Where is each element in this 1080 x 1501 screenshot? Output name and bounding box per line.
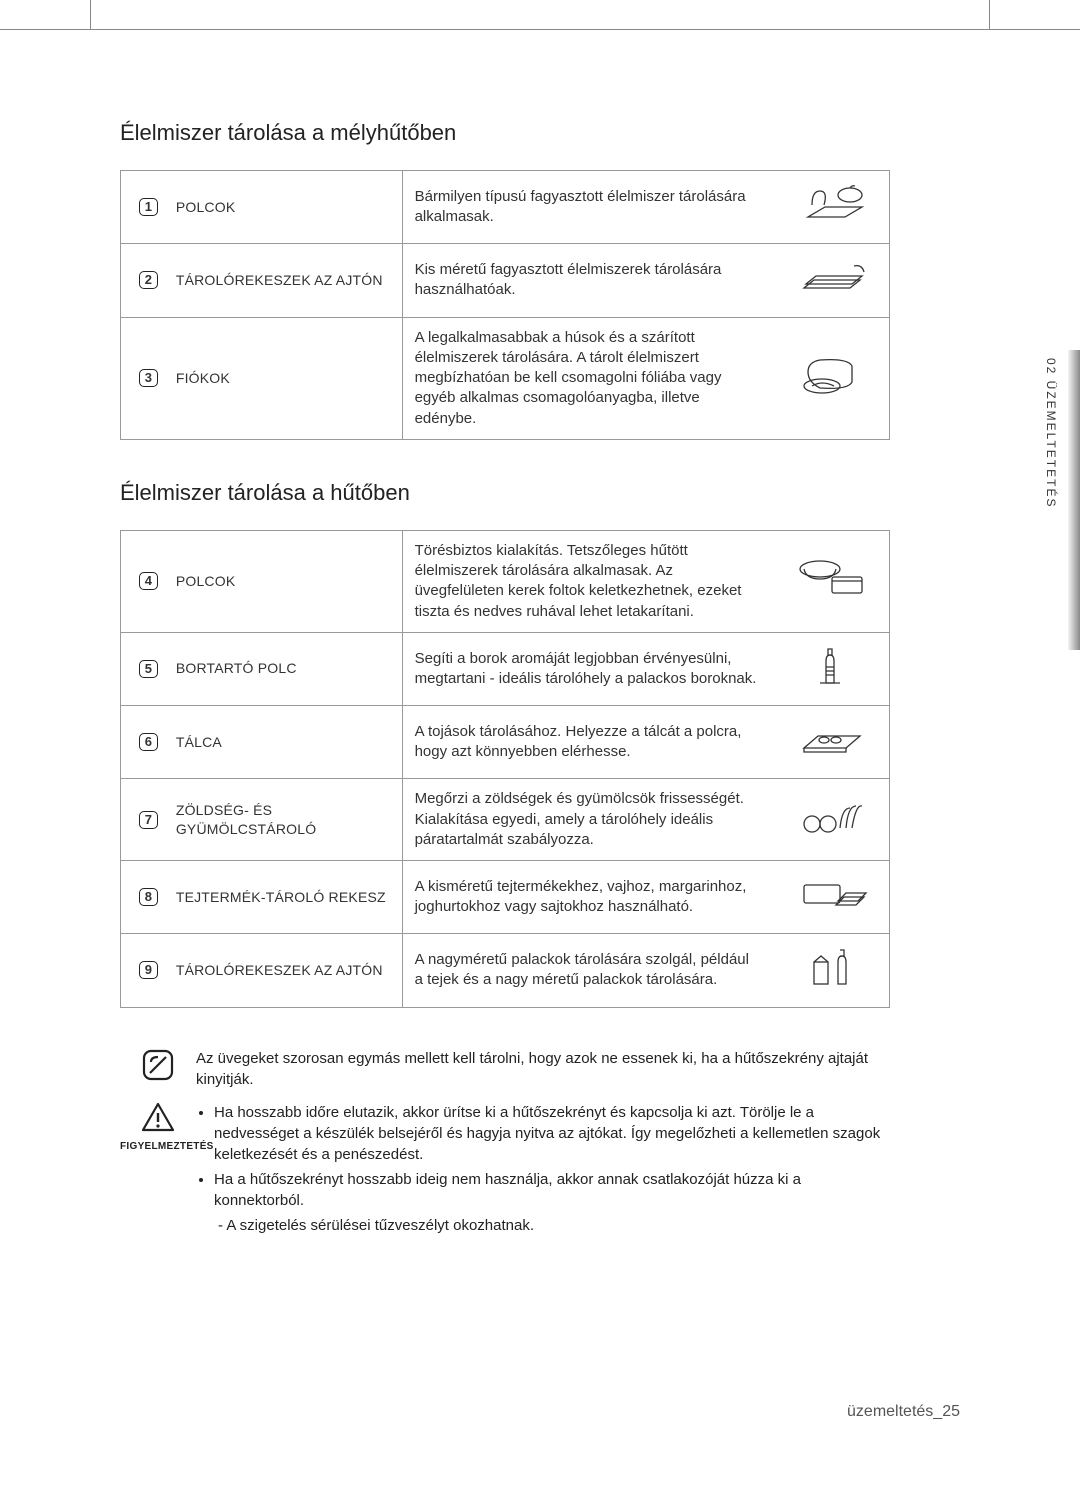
table-row: 1POLCOKBármilyen típusú fagyasztott élel…: [121, 171, 890, 244]
row-illustration: [770, 632, 889, 705]
row-label: POLCOK: [164, 171, 402, 244]
row-label: FIÓKOK: [164, 317, 402, 439]
row-number: 3: [121, 317, 164, 439]
row-description: A kisméretű tejtermékekhez, vajhoz, marg…: [402, 861, 770, 934]
table-row: 8TEJTERMÉK-TÁROLÓ REKESZA kisméretű tejt…: [121, 861, 890, 934]
row-number: 2: [121, 244, 164, 317]
row-label: TÁROLÓREKESZEK AZ AJTÓN: [164, 934, 402, 1007]
row-number: 4: [121, 530, 164, 632]
section2-title: Élelmiszer tárolása a hűtőben: [120, 480, 890, 506]
row-label: ZÖLDSÉG- ÉS GYÜMÖLCSTÁROLÓ: [164, 779, 402, 861]
table-row: 5BORTARTÓ POLCSegíti a borok aromáját le…: [121, 632, 890, 705]
row-description: Segíti a borok aromáját legjobban érvény…: [402, 632, 770, 705]
note-text: Az üvegeket szorosan egymás mellett kell…: [196, 1048, 890, 1090]
table-row: 7ZÖLDSÉG- ÉS GYÜMÖLCSTÁROLÓMegőrzi a zöl…: [121, 779, 890, 861]
note-icon: [141, 1048, 175, 1082]
warning-icon: [141, 1102, 175, 1132]
row-illustration: [770, 244, 889, 317]
warning-subnote: - A szigetelés sérülései tűzveszélyt oko…: [196, 1215, 890, 1236]
row-number: 5: [121, 632, 164, 705]
row-number: 9: [121, 934, 164, 1007]
warning-bullet: Ha a hűtőszekrényt hosszabb ideig nem ha…: [214, 1169, 890, 1211]
row-label: TEJTERMÉK-TÁROLÓ REKESZ: [164, 861, 402, 934]
table-row: 4POLCOKTörésbiztos kialakítás. Tetszőleg…: [121, 530, 890, 632]
warning-bullet: Ha hosszabb időre elutazik, akkor ürítse…: [214, 1102, 890, 1165]
row-description: Kis méretű fagyasztott élelmiszerek táro…: [402, 244, 770, 317]
row-number: 8: [121, 861, 164, 934]
row-description: A nagyméretű palackok tárolására szolgál…: [402, 934, 770, 1007]
row-number: 1: [121, 171, 164, 244]
row-label: POLCOK: [164, 530, 402, 632]
row-illustration: [770, 171, 889, 244]
row-number: 6: [121, 706, 164, 779]
table-row: 6TÁLCAA tojások tárolásához. Helyezze a …: [121, 706, 890, 779]
warning-row: FIGYELMEZTETÉS Ha hosszabb időre elutazi…: [120, 1102, 890, 1236]
page-footer: üzemeltetés_25: [847, 1403, 960, 1421]
row-label: BORTARTÓ POLC: [164, 632, 402, 705]
row-illustration: [770, 706, 889, 779]
row-illustration: [770, 934, 889, 1007]
row-illustration: [770, 861, 889, 934]
side-tab-label: 02 ÜZEMELTETETÉS: [1044, 358, 1058, 508]
row-label: TÁLCA: [164, 706, 402, 779]
row-illustration: [770, 530, 889, 632]
row-description: Bármilyen típusú fagyasztott élelmiszer …: [402, 171, 770, 244]
table-row: 9TÁROLÓREKESZEK AZ AJTÓNA nagyméretű pal…: [121, 934, 890, 1007]
section1-title: Élelmiszer tárolása a mélyhűtőben: [120, 120, 890, 146]
row-description: Megőrzi a zöldségek és gyümölcsök frisse…: [402, 779, 770, 861]
note-row: Az üvegeket szorosan egymás mellett kell…: [120, 1048, 890, 1090]
row-description: A legalkalmasabbak a húsok és a szárítot…: [402, 317, 770, 439]
warning-caption: FIGYELMEZTETÉS: [120, 1140, 196, 1154]
warning-list: Ha hosszabb időre elutazik, akkor ürítse…: [196, 1102, 890, 1211]
table-row: 2TÁROLÓREKESZEK AZ AJTÓNKis méretű fagya…: [121, 244, 890, 317]
crop-marks: [0, 0, 1080, 30]
row-label: TÁROLÓREKESZEK AZ AJTÓN: [164, 244, 402, 317]
row-number: 7: [121, 779, 164, 861]
row-illustration: [770, 779, 889, 861]
row-illustration: [770, 317, 889, 439]
fridge-table: 4POLCOKTörésbiztos kialakítás. Tetszőleg…: [120, 530, 890, 1008]
table-row: 3FIÓKOKA legalkalmasabbak a húsok és a s…: [121, 317, 890, 439]
freezer-table: 1POLCOKBármilyen típusú fagyasztott élel…: [120, 170, 890, 440]
row-description: A tojások tárolásához. Helyezze a tálcát…: [402, 706, 770, 779]
side-tab: 02 ÜZEMELTETETÉS: [1042, 350, 1080, 650]
row-description: Törésbiztos kialakítás. Tetszőleges hűtö…: [402, 530, 770, 632]
